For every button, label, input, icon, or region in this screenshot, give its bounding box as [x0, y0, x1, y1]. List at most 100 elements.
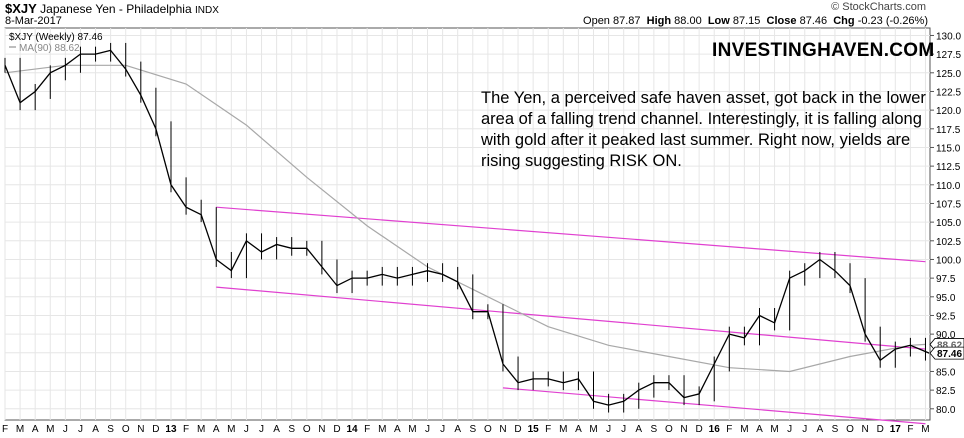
y-tick-label: 107.5 [936, 199, 961, 210]
high-label: High [646, 15, 672, 27]
chart-date: 8-Mar-2017 [5, 15, 62, 27]
y-tick-label: 115.0 [936, 143, 961, 154]
x-tick-label: S [107, 424, 114, 435]
y-tick-label: 122.5 [936, 87, 961, 98]
x-tick-label: A [817, 424, 824, 435]
open-label: Open [583, 15, 610, 27]
chg-value: -0.23 (-0.26%) [857, 15, 928, 27]
x-tick-label: M [408, 424, 416, 435]
x-tick-label: D [514, 424, 521, 435]
x-tick-label: J [244, 424, 249, 435]
channel-line [502, 387, 926, 425]
x-tick-label: O [484, 424, 492, 435]
x-tick-label: F [2, 424, 8, 435]
plot-border [4, 27, 931, 421]
x-tick-label: D [333, 424, 340, 435]
close-value: 87.46 [799, 15, 828, 27]
x-tick-label: J [787, 424, 792, 435]
x-tick-label: 14 [347, 424, 359, 435]
x-tick-label: O [122, 424, 130, 435]
x-tick-label: A [92, 424, 99, 435]
ma-value-tag-label: 88.62 [937, 340, 962, 351]
chart-title: $XJY Japanese Yen - Philadelphia INDX [5, 1, 219, 16]
x-tick-label: S [832, 424, 839, 435]
x-tick-label: M [46, 424, 54, 435]
x-tick-label: N [861, 424, 868, 435]
x-tick-label: M [559, 424, 567, 435]
y-tick-label: 110.0 [936, 181, 961, 192]
y-tick-label: 97.5 [936, 274, 956, 285]
instrument-name: Japanese Yen - Philadelphia [40, 2, 192, 16]
x-tick-label: O [846, 424, 854, 435]
y-tick-label: 105.0 [936, 218, 961, 229]
y-tick-label: 120.0 [936, 106, 961, 117]
x-tick-label: F [726, 424, 732, 435]
legend-series: $XJY (Weekly) 87.46 [9, 32, 103, 43]
x-tick-label: M [378, 424, 386, 435]
chg-label: Chg [833, 15, 855, 27]
x-tick-label: J [63, 424, 68, 435]
channel-line [216, 206, 926, 263]
x-tick-label: J [259, 424, 264, 435]
x-tick-label: 15 [528, 424, 540, 435]
x-tick-label: D [877, 424, 884, 435]
x-tick-label: F [364, 424, 370, 435]
x-tick-label: J [78, 424, 83, 435]
x-tick-label: M [589, 424, 597, 435]
annotation-text: The Yen, a perceived safe haven asset, g… [481, 89, 926, 170]
ma-line [4, 64, 926, 373]
x-tick-label: A [273, 424, 280, 435]
grid [4, 28, 930, 420]
x-tick-label: 13 [165, 424, 177, 435]
x-tick-label: S [469, 424, 476, 435]
x-tick-label: M [197, 424, 205, 435]
x-tick-label: D [696, 424, 703, 435]
trend-channel [216, 206, 926, 425]
x-tick-label: J [621, 424, 626, 435]
y-tick-label: 112.5 [936, 162, 961, 173]
x-tick-label: F [183, 424, 189, 435]
x-tick-label: M [770, 424, 778, 435]
x-tick-label: F [907, 424, 913, 435]
y-tick-label: 82.5 [936, 386, 956, 397]
x-tick-label: O [303, 424, 311, 435]
y-tick-label: 90.0 [936, 330, 956, 341]
x-axis: F M A M J J A S O N D 13 F M A M J J A S O N D 14 F M A M J J A S O N D 15 F… [2, 424, 930, 435]
x-tick-label: O [665, 424, 673, 435]
open-value: 87.87 [613, 15, 641, 27]
x-tick-label: A [756, 424, 763, 435]
x-tick-label: A [454, 424, 461, 435]
y-tick-label: 100.0 [936, 255, 961, 266]
legend-ma: MA(90) 88.62 [19, 43, 80, 54]
x-tick-label: J [606, 424, 611, 435]
x-tick-label: A [394, 424, 401, 435]
x-tick-label: S [288, 424, 295, 435]
exchange: INDX [194, 5, 219, 16]
y-tick-label: 85.0 [936, 367, 956, 378]
x-tick-label: N [680, 424, 687, 435]
y-tick-label: 95.0 [936, 293, 956, 304]
x-tick-label: 16 [709, 424, 721, 435]
x-tick-label: D [152, 424, 159, 435]
channel-line [216, 286, 926, 350]
high-value: 88.00 [674, 15, 702, 27]
x-tick-label: M [16, 424, 24, 435]
x-tick-label: M [921, 424, 929, 435]
x-tick-label: J [802, 424, 807, 435]
x-tick-label: J [425, 424, 430, 435]
x-tick-label: A [32, 424, 39, 435]
low-label: Low [707, 15, 730, 27]
symbol: $XJY [5, 1, 37, 16]
x-tick-label: J [440, 424, 445, 435]
close-label: Close [766, 15, 797, 27]
y-tick-label: 130.0 [936, 31, 961, 42]
y-tick-label: 127.5 [936, 50, 961, 61]
x-tick-label: M [227, 424, 235, 435]
last-price-tag-box [929, 346, 964, 360]
brand-watermark: INVESTINGHAVEN.COM [712, 40, 935, 61]
price-bars [4, 42, 930, 413]
y-tick-label: 92.5 [936, 311, 956, 322]
y-tick-label: 80.0 [936, 405, 956, 416]
moving-average-line [4, 64, 926, 373]
